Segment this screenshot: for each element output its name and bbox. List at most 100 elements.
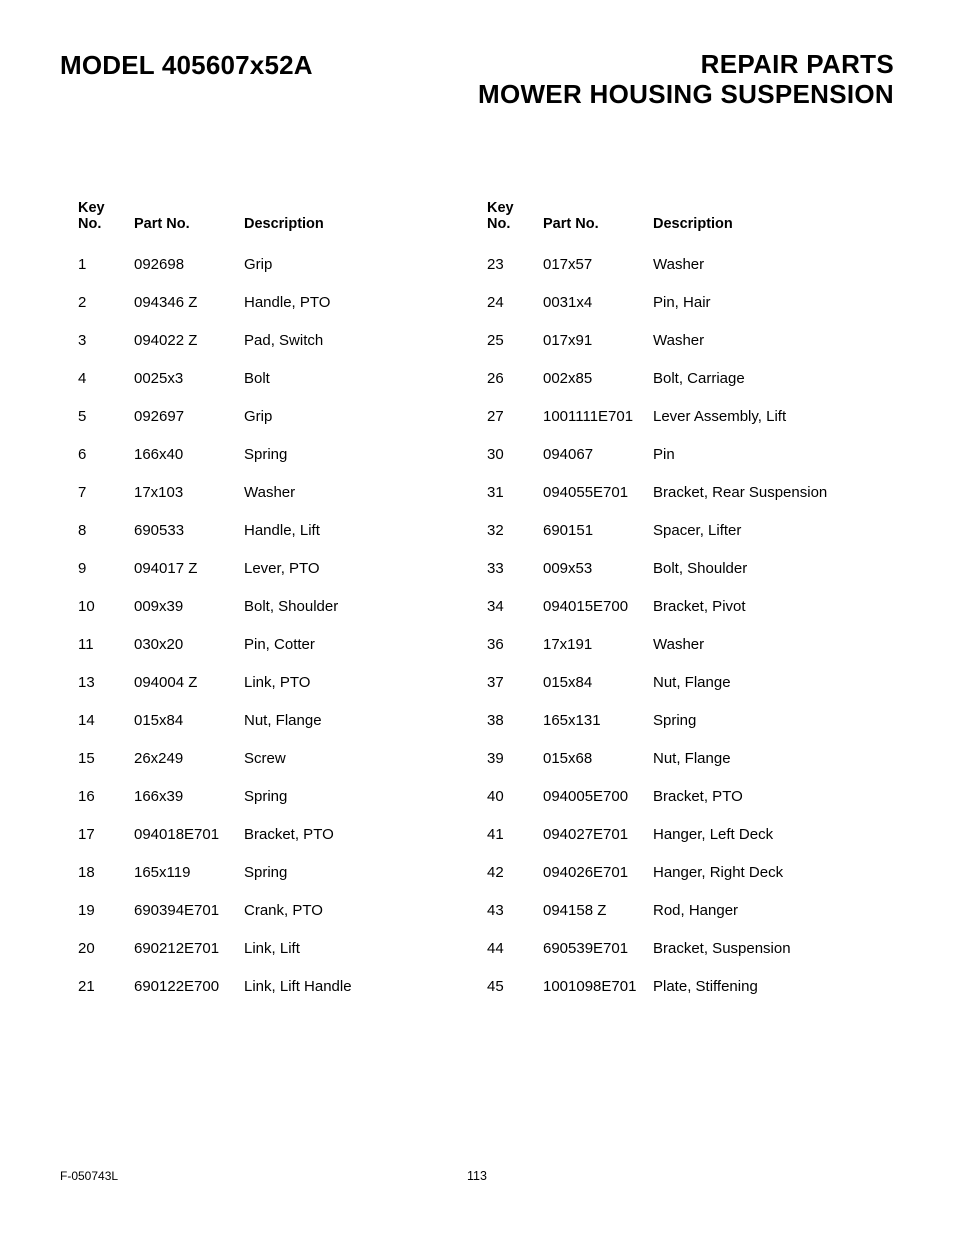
cell-desc: Spring — [244, 853, 467, 891]
cell-desc: Bracket, Suspension — [653, 929, 876, 967]
cell-key: 2 — [78, 283, 134, 321]
col-key: KeyNo. — [487, 200, 543, 245]
cell-desc: Pin, Cotter — [244, 625, 467, 663]
cell-part: 165x131 — [543, 701, 653, 739]
table-row: 3617x191Washer — [487, 625, 876, 663]
cell-part: 094004 Z — [134, 663, 244, 701]
cell-desc: Link, Lift — [244, 929, 467, 967]
col-key: KeyNo. — [78, 200, 134, 245]
table-row: 271001111E701Lever Assembly, Lift — [487, 397, 876, 435]
table-row: 19690394E701Crank, PTO — [78, 891, 467, 929]
cell-key: 31 — [487, 473, 543, 511]
cell-part: 094018E701 — [134, 815, 244, 853]
table-row: 39015x68Nut, Flange — [487, 739, 876, 777]
cell-key: 17 — [78, 815, 134, 853]
cell-desc: Grip — [244, 397, 467, 435]
cell-desc: Nut, Flange — [653, 739, 876, 777]
cell-part: 094017 Z — [134, 549, 244, 587]
page: MODEL 405607x52A REPAIR PARTS MOWER HOUS… — [0, 0, 954, 1235]
table-row: 40094005E700Bracket, PTO — [487, 777, 876, 815]
cell-desc: Crank, PTO — [244, 891, 467, 929]
cell-part: 690539E701 — [543, 929, 653, 967]
cell-part: 094027E701 — [543, 815, 653, 853]
cell-part: 015x84 — [134, 701, 244, 739]
cell-key: 32 — [487, 511, 543, 549]
cell-desc: Bolt — [244, 359, 467, 397]
cell-part: 015x68 — [543, 739, 653, 777]
table-row: 18165x119Spring — [78, 853, 467, 891]
cell-part: 17x191 — [543, 625, 653, 663]
col-part: Part No. — [543, 200, 653, 245]
cell-desc: Spacer, Lifter — [653, 511, 876, 549]
table-row: 41094027E701Hanger, Left Deck — [487, 815, 876, 853]
table-row: 1092698Grip — [78, 245, 467, 283]
cell-part: 690151 — [543, 511, 653, 549]
cell-desc: Bolt, Carriage — [653, 359, 876, 397]
cell-part: 690122E700 — [134, 967, 244, 1005]
cell-part: 690212E701 — [134, 929, 244, 967]
table-row: 25017x91Washer — [487, 321, 876, 359]
cell-desc: Spring — [244, 777, 467, 815]
table-row: 43094158 ZRod, Hanger — [487, 891, 876, 929]
table-row: 2094346 ZHandle, PTO — [78, 283, 467, 321]
table-row: 32690151Spacer, Lifter — [487, 511, 876, 549]
cell-part: 094022 Z — [134, 321, 244, 359]
table-row: 240031x4Pin, Hair — [487, 283, 876, 321]
table-row: 26002x85Bolt, Carriage — [487, 359, 876, 397]
cell-part: 26x249 — [134, 739, 244, 777]
cell-part: 094026E701 — [543, 853, 653, 891]
cell-key: 1 — [78, 245, 134, 283]
cell-key: 10 — [78, 587, 134, 625]
cell-key: 45 — [487, 967, 543, 1005]
table-row: 717x103Washer — [78, 473, 467, 511]
cell-key: 23 — [487, 245, 543, 283]
cell-desc: Bracket, PTO — [653, 777, 876, 815]
cell-part: 094055E701 — [543, 473, 653, 511]
cell-key: 37 — [487, 663, 543, 701]
cell-desc: Pad, Switch — [244, 321, 467, 359]
cell-part: 17x103 — [134, 473, 244, 511]
cell-desc: Lever Assembly, Lift — [653, 397, 876, 435]
cell-key: 9 — [78, 549, 134, 587]
cell-key: 38 — [487, 701, 543, 739]
cell-part: 690533 — [134, 511, 244, 549]
cell-key: 19 — [78, 891, 134, 929]
cell-part: 009x39 — [134, 587, 244, 625]
cell-key: 39 — [487, 739, 543, 777]
cell-part: 030x20 — [134, 625, 244, 663]
table-header-row: KeyNo. Part No. Description — [78, 200, 467, 245]
cell-part: 094346 Z — [134, 283, 244, 321]
cell-desc: Spring — [653, 701, 876, 739]
table-row: 6166x40Spring — [78, 435, 467, 473]
table-row: 23017x57Washer — [487, 245, 876, 283]
table-row: 14015x84Nut, Flange — [78, 701, 467, 739]
cell-part: 094158 Z — [543, 891, 653, 929]
cell-key: 13 — [78, 663, 134, 701]
cell-key: 33 — [487, 549, 543, 587]
cell-desc: Washer — [244, 473, 467, 511]
table-row: 20690212E701Link, Lift — [78, 929, 467, 967]
left-column: KeyNo. Part No. Description 1092698Grip2… — [78, 200, 467, 1005]
cell-desc: Link, PTO — [244, 663, 467, 701]
cell-part: 0025x3 — [134, 359, 244, 397]
cell-desc: Bolt, Shoulder — [653, 549, 876, 587]
cell-key: 40 — [487, 777, 543, 815]
section-title-line2: MOWER HOUSING SUSPENSION — [478, 80, 894, 110]
cell-key: 7 — [78, 473, 134, 511]
cell-desc: Bracket, PTO — [244, 815, 467, 853]
cell-desc: Washer — [653, 321, 876, 359]
cell-key: 8 — [78, 511, 134, 549]
cell-key: 15 — [78, 739, 134, 777]
page-header: MODEL 405607x52A REPAIR PARTS MOWER HOUS… — [60, 50, 894, 110]
table-row: 3094022 ZPad, Switch — [78, 321, 467, 359]
cell-key: 30 — [487, 435, 543, 473]
cell-part: 092697 — [134, 397, 244, 435]
document-code: F-050743L — [60, 1169, 118, 1183]
cell-key: 41 — [487, 815, 543, 853]
cell-part: 166x39 — [134, 777, 244, 815]
table-row: 44690539E701Bracket, Suspension — [487, 929, 876, 967]
section-title: REPAIR PARTS MOWER HOUSING SUSPENSION — [478, 50, 894, 110]
table-header-row: KeyNo. Part No. Description — [487, 200, 876, 245]
cell-key: 4 — [78, 359, 134, 397]
cell-key: 43 — [487, 891, 543, 929]
